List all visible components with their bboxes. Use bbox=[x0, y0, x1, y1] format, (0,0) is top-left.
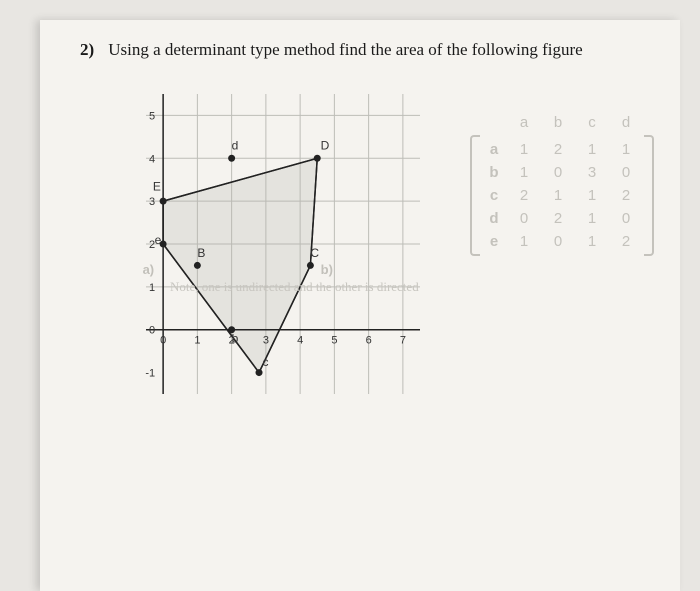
svg-text:1: 1 bbox=[149, 282, 155, 294]
matrix-cell: 2 bbox=[544, 141, 572, 158]
matrix-cell: 1 bbox=[510, 233, 538, 250]
matrix-cell: 0 bbox=[544, 164, 572, 181]
svg-text:0: 0 bbox=[160, 335, 166, 347]
matrix-row-label: a bbox=[484, 141, 504, 158]
svg-text:0: 0 bbox=[149, 325, 155, 337]
matrix-col-header: d bbox=[612, 114, 640, 131]
svg-text:a): a) bbox=[143, 262, 155, 277]
svg-text:4: 4 bbox=[297, 335, 303, 347]
svg-text:B: B bbox=[197, 246, 205, 260]
svg-text:3: 3 bbox=[149, 196, 155, 208]
question-text: 2) Using a determinant type method find … bbox=[80, 40, 650, 60]
matrix-row-label: b bbox=[484, 164, 504, 181]
svg-text:Note, one is undirected and th: Note, one is undirected and the other is… bbox=[170, 279, 419, 294]
svg-text:C: C bbox=[310, 246, 319, 260]
matrix-cell: 1 bbox=[578, 233, 606, 250]
matrix-cell: 1 bbox=[544, 187, 572, 204]
bracket-right bbox=[644, 135, 654, 256]
content-row: 01234567-1012345a)b)Note, one is undirec… bbox=[110, 84, 650, 424]
svg-text:1: 1 bbox=[194, 335, 200, 347]
matrix: abcd a1211b1030c2112d0210e1012 bbox=[470, 114, 654, 256]
svg-text:4: 4 bbox=[149, 153, 155, 165]
matrix-cell: 1 bbox=[578, 187, 606, 204]
bracket-left bbox=[470, 135, 480, 256]
svg-text:5: 5 bbox=[331, 335, 337, 347]
matrix-cell: 1 bbox=[578, 210, 606, 227]
svg-text:-1: -1 bbox=[145, 368, 155, 380]
matrix-cell: 2 bbox=[612, 233, 640, 250]
svg-text:6: 6 bbox=[366, 335, 372, 347]
matrix-cell: 2 bbox=[510, 187, 538, 204]
matrix-cell: 1 bbox=[612, 141, 640, 158]
page: 2) Using a determinant type method find … bbox=[40, 20, 680, 591]
svg-text:b): b) bbox=[321, 262, 333, 277]
chart-svg: 01234567-1012345a)b)Note, one is undirec… bbox=[110, 84, 430, 424]
matrix-cell: 0 bbox=[544, 233, 572, 250]
matrix-cell: 1 bbox=[510, 164, 538, 181]
matrix-cell: 0 bbox=[612, 164, 640, 181]
matrix-body: a1211b1030c2112d0210e1012 bbox=[470, 135, 654, 256]
matrix-grid: a1211b1030c2112d0210e1012 bbox=[480, 135, 644, 256]
matrix-cell: 2 bbox=[544, 210, 572, 227]
question-number: 2) bbox=[80, 40, 104, 60]
svg-text:7: 7 bbox=[400, 335, 406, 347]
svg-text:3: 3 bbox=[263, 335, 269, 347]
svg-text:5: 5 bbox=[149, 110, 155, 122]
matrix-cell: 0 bbox=[612, 210, 640, 227]
svg-text:E: E bbox=[153, 179, 161, 193]
matrix-col-header: a bbox=[510, 114, 538, 131]
matrix-cell: 2 bbox=[612, 187, 640, 204]
matrix-col-header: c bbox=[578, 114, 606, 131]
matrix-header: abcd bbox=[484, 114, 654, 131]
svg-text:e: e bbox=[155, 233, 162, 247]
svg-text:b: b bbox=[232, 332, 239, 346]
svg-text:D: D bbox=[321, 139, 330, 153]
svg-text:c: c bbox=[262, 355, 268, 369]
question-body: Using a determinant type method find the… bbox=[108, 40, 582, 59]
matrix-cell: 3 bbox=[578, 164, 606, 181]
svg-text:d: d bbox=[232, 139, 239, 153]
matrix-cell: 1 bbox=[578, 141, 606, 158]
matrix-col-header: b bbox=[544, 114, 572, 131]
chart: 01234567-1012345a)b)Note, one is undirec… bbox=[110, 84, 430, 424]
matrix-row-label: d bbox=[484, 210, 504, 227]
matrix-row-label: e bbox=[484, 233, 504, 250]
matrix-cell: 1 bbox=[510, 141, 538, 158]
matrix-row-label: c bbox=[484, 187, 504, 204]
matrix-cell: 0 bbox=[510, 210, 538, 227]
